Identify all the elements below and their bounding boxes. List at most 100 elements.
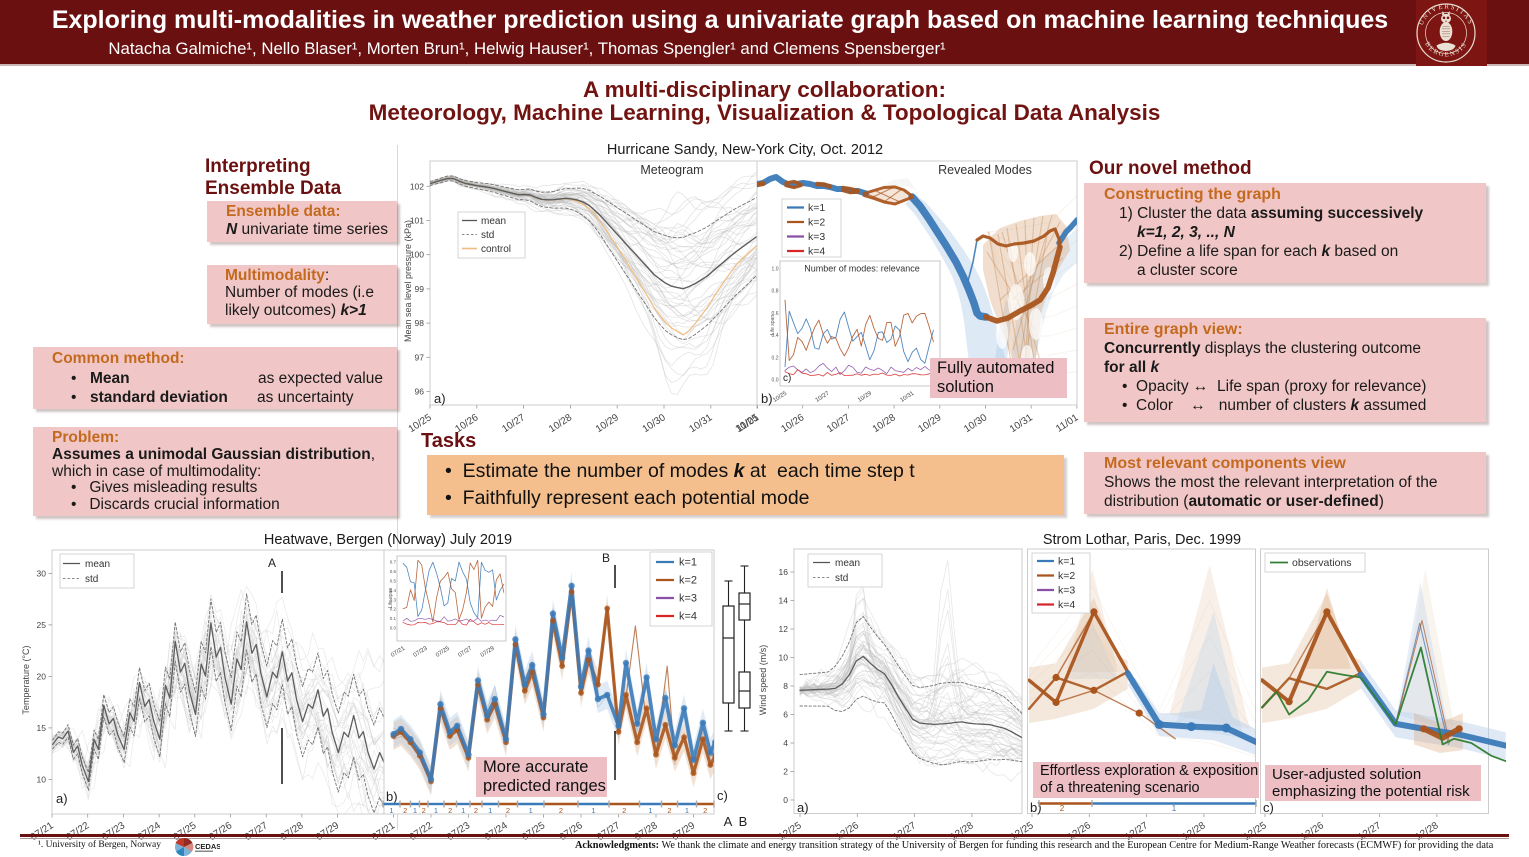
svg-text:1: 1: [685, 806, 689, 815]
svg-text:10: 10: [37, 774, 47, 784]
svg-text:std: std: [835, 573, 848, 584]
svg-text:k=2: k=2: [808, 217, 825, 229]
svg-text:Strom Lothar, Paris, Dec. 1999: Strom Lothar, Paris, Dec. 1999: [1043, 532, 1241, 548]
svg-text:0.4: 0.4: [390, 588, 397, 593]
svg-text:96: 96: [415, 387, 425, 397]
svg-text:k=4: k=4: [679, 611, 697, 623]
svg-text:A: A: [268, 556, 276, 570]
svg-text:mean: mean: [481, 216, 506, 227]
svg-text:0.8: 0.8: [772, 289, 779, 295]
svg-text:0.5: 0.5: [390, 579, 397, 584]
svg-text:observations: observations: [1292, 557, 1352, 569]
svg-text:102: 102: [410, 181, 424, 191]
svg-text:c): c): [1263, 800, 1274, 815]
svg-text:16: 16: [779, 567, 789, 577]
svg-text:a): a): [797, 800, 809, 815]
svg-text:2: 2: [667, 806, 671, 815]
svg-text:1.0: 1.0: [772, 267, 779, 273]
svg-text:97: 97: [415, 352, 425, 362]
svg-text:0.1: 0.1: [390, 616, 397, 621]
svg-text:1: 1: [1172, 804, 1177, 813]
svg-text:30: 30: [37, 568, 47, 578]
svg-text:1: 1: [529, 806, 533, 815]
svg-text:1: 1: [591, 806, 595, 815]
svg-text:2: 2: [474, 806, 478, 815]
svg-text:Wind speed (m/s): Wind speed (m/s): [758, 645, 768, 716]
svg-text:07/28: 07/28: [279, 820, 306, 843]
svg-text:mean: mean: [85, 559, 110, 570]
svg-text:Temperature (°C): Temperature (°C): [21, 645, 31, 714]
svg-text:1: 1: [648, 806, 652, 815]
svg-text:98: 98: [415, 318, 425, 328]
svg-text:a): a): [434, 391, 446, 406]
svg-text:1: 1: [461, 806, 465, 815]
svg-text:0.4: 0.4: [772, 333, 779, 339]
svg-text:std: std: [85, 574, 98, 585]
svg-text:k=1: k=1: [808, 202, 825, 214]
svg-text:10/26: 10/26: [779, 412, 806, 435]
svg-text:Life span: Life span: [770, 315, 776, 336]
svg-text:8: 8: [783, 681, 788, 691]
svg-text:0: 0: [783, 795, 788, 805]
svg-text:10/27: 10/27: [500, 412, 527, 435]
svg-text:0.3: 0.3: [390, 597, 397, 602]
svg-text:10/31: 10/31: [1008, 412, 1035, 435]
svg-text:k=2: k=2: [679, 575, 697, 587]
svg-text:10/30: 10/30: [962, 412, 989, 435]
svg-text:2: 2: [703, 806, 707, 815]
svg-text:10/28: 10/28: [871, 412, 898, 435]
svg-text:20: 20: [37, 671, 47, 681]
svg-text:0.7: 0.7: [390, 560, 397, 565]
svg-text:0.6: 0.6: [772, 311, 779, 317]
svg-text:Heatwave, Bergen (Norway) July: Heatwave, Bergen (Norway) July 2019: [264, 532, 512, 548]
svg-text:b): b): [386, 789, 398, 804]
svg-text:2: 2: [506, 806, 510, 815]
svg-text:k=1: k=1: [679, 557, 697, 569]
svg-text:std: std: [481, 230, 494, 241]
svg-text:2: 2: [422, 806, 426, 815]
svg-text:2: 2: [403, 806, 407, 815]
svg-text:Number of modes: relevance: Number of modes: relevance: [804, 264, 920, 274]
svg-text:07/27: 07/27: [243, 820, 270, 843]
svg-text:10/31: 10/31: [687, 412, 714, 435]
svg-text:0.0: 0.0: [390, 626, 397, 631]
svg-text:25: 25: [37, 620, 47, 630]
svg-text:07/21: 07/21: [370, 820, 397, 843]
svg-text:0.0: 0.0: [772, 378, 779, 384]
svg-text:10/30: 10/30: [641, 412, 668, 435]
svg-text:k=4: k=4: [1058, 599, 1075, 611]
svg-text:c): c): [717, 788, 728, 803]
svg-text:k=3: k=3: [1058, 585, 1075, 597]
svg-text:1: 1: [488, 806, 492, 815]
svg-text:0.6: 0.6: [390, 569, 397, 574]
svg-text:k=1: k=1: [1058, 556, 1075, 568]
svg-text:2: 2: [622, 806, 626, 815]
svg-text:a): a): [56, 791, 68, 806]
svg-text:CEDAS: CEDAS: [195, 842, 220, 851]
svg-text:Life span: Life span: [388, 588, 394, 609]
svg-text:Mean sea level pressure (kPa): Mean sea level pressure (kPa): [403, 220, 413, 342]
svg-text:1: 1: [434, 806, 438, 815]
svg-text:07/24: 07/24: [483, 820, 510, 843]
svg-text:14: 14: [779, 596, 789, 606]
svg-text:6: 6: [783, 710, 788, 720]
svg-text:k=3: k=3: [808, 231, 825, 243]
svg-text:0.2: 0.2: [772, 355, 779, 361]
svg-text:100: 100: [410, 250, 424, 260]
svg-text:2: 2: [783, 767, 788, 777]
svg-text:07/25: 07/25: [520, 820, 547, 843]
svg-text:mean: mean: [835, 558, 860, 569]
svg-text:control: control: [481, 244, 511, 255]
svg-text:07/22: 07/22: [408, 820, 435, 843]
svg-text:1: 1: [413, 806, 417, 815]
svg-text:k=2: k=2: [1058, 570, 1075, 582]
svg-text:B: B: [602, 551, 610, 565]
svg-text:07/29: 07/29: [314, 820, 341, 843]
svg-text:Meteogram: Meteogram: [640, 163, 703, 177]
svg-text:12: 12: [779, 624, 789, 634]
svg-text:15: 15: [37, 723, 47, 733]
svg-text:101: 101: [410, 216, 424, 226]
svg-text:11/01: 11/01: [1054, 412, 1081, 435]
svg-text:A: A: [724, 814, 733, 829]
svg-text:k=3: k=3: [679, 593, 697, 605]
